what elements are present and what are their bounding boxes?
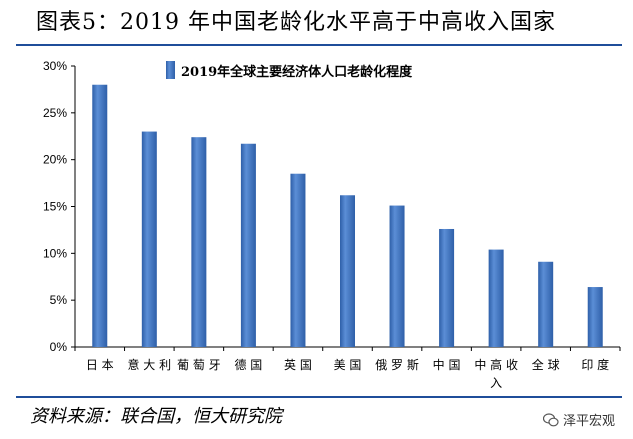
legend-label: 2019年全球主要经济体人口老龄化程度 (181, 64, 413, 80)
bar (240, 143, 256, 347)
legend-swatch (166, 61, 175, 79)
source-divider (16, 396, 622, 398)
x-axis (74, 346, 621, 351)
y-tick-label: 30% (43, 59, 67, 73)
bar (439, 228, 455, 347)
y-tick-label: 25% (43, 106, 67, 120)
y-tick-label: 20% (43, 153, 67, 167)
y-tick-label: 5% (50, 293, 68, 307)
x-tick-label: 葡 萄 牙 (177, 358, 221, 372)
y-tick-label: 15% (43, 200, 67, 214)
bar (587, 287, 603, 347)
bar (92, 84, 108, 347)
bar (141, 131, 157, 347)
bar (191, 137, 207, 347)
x-tick-label: 美 国 (334, 358, 362, 372)
legend: 2019年全球主要经济体人口老龄化程度 (166, 61, 413, 80)
x-tick-label: 中 国 (433, 357, 461, 372)
x-tick-label: 日 本 (86, 358, 114, 372)
chart-title: 图表5：2019 年中国老龄化水平高于中高收入国家 (36, 10, 556, 35)
bar (488, 249, 504, 347)
bar (538, 261, 554, 347)
x-tick-label: 印 度 (581, 357, 609, 372)
x-tick-label: 英 国 (284, 358, 312, 372)
watermark: 泽平宏观 (542, 410, 615, 429)
bar (340, 195, 355, 347)
source-note: 资料来源：联合国，恒大研究院 (30, 406, 282, 427)
y-tick-label: 10% (43, 246, 67, 260)
x-tick-label: 全 球 (532, 357, 560, 372)
wechat-icon (542, 412, 559, 426)
bars (92, 84, 603, 347)
bar (389, 205, 405, 347)
y-tick-label: 0% (50, 340, 68, 354)
title-divider (16, 44, 622, 46)
x-tick-label: 俄 罗 斯 (375, 358, 419, 372)
y-axis: 0% 5% 10% 15% 20% 25% 30% (43, 59, 76, 354)
x-tick-label: 德 国 (234, 357, 262, 372)
x-tick-label: 中 高 收入 (474, 357, 518, 390)
bar-chart: 0% 5% 10% 15% 20% 25% 30% 日 本意 大 利葡 萄 牙德 国 英 国 美… (43, 59, 621, 390)
bar (290, 173, 306, 347)
x-tick-label: 意 大 利 (127, 357, 171, 372)
x-tick-labels: 日 本意 大 利葡 萄 牙德 国 英 国 美 国俄 罗 斯中 国中 高 收入全 球 印… (86, 357, 609, 390)
watermark-text: 泽平宏观 (562, 414, 615, 429)
